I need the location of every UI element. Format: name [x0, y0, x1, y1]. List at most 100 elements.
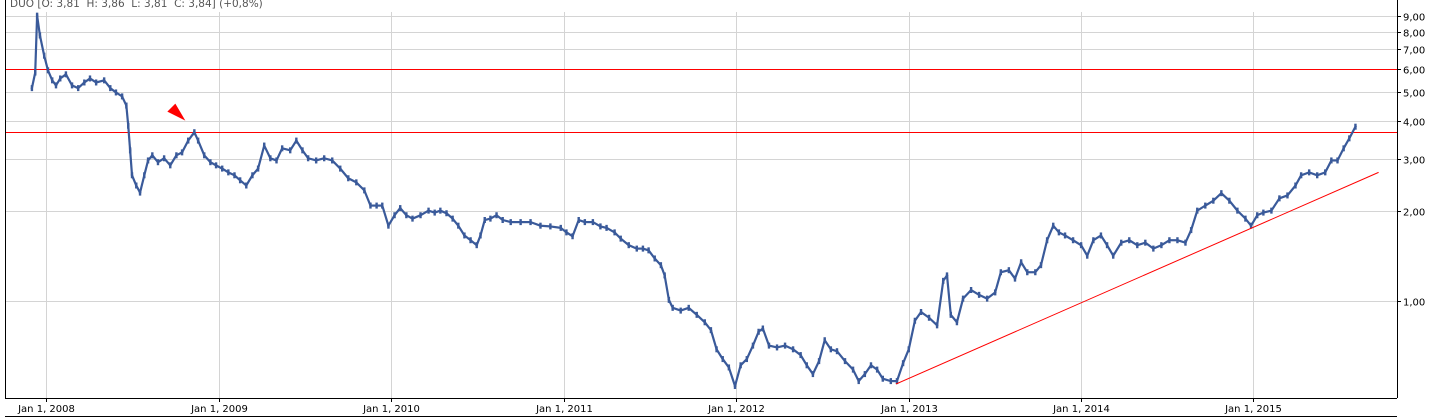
price-segment	[767, 344, 779, 349]
price-segment	[314, 156, 326, 162]
price-point	[599, 223, 602, 230]
price-point	[679, 307, 682, 314]
price-point	[721, 356, 724, 363]
price-segment	[843, 359, 855, 372]
price-segment	[1285, 183, 1298, 197]
price-point	[363, 187, 366, 194]
price-point	[1052, 222, 1055, 229]
y-tick-label: 4,00	[1403, 118, 1425, 129]
price-point	[475, 242, 478, 249]
price-point	[393, 212, 396, 219]
price-point	[1189, 227, 1193, 234]
x-tick-label: Jan 1, 2009	[190, 404, 248, 415]
price-point	[641, 245, 645, 252]
price-segment	[835, 349, 847, 363]
price-point	[1196, 207, 1199, 214]
price-point	[823, 337, 826, 344]
price-point	[745, 356, 749, 363]
price-point	[501, 217, 504, 224]
ohlc-readout: DUO [O: 3,81 H: 3,86 L: 3,81 C: 3,84] (+…	[10, 0, 263, 10]
price-point	[1105, 242, 1109, 249]
price-segment	[1091, 233, 1103, 242]
price-point	[46, 67, 50, 74]
x-tick-label: Jan 1, 2010	[362, 404, 420, 415]
price-point	[1212, 197, 1215, 204]
price-point	[387, 222, 390, 229]
price-point	[949, 311, 952, 318]
price-point	[339, 165, 342, 172]
price-point	[703, 319, 706, 326]
price-point	[245, 182, 248, 189]
price-segment	[419, 209, 431, 217]
price-point	[1286, 192, 1289, 199]
price-series	[30, 12, 1357, 389]
annotations	[167, 103, 1379, 385]
price-point	[251, 172, 254, 179]
price-segment	[1195, 204, 1207, 213]
price-point	[135, 182, 138, 189]
price-segment	[539, 224, 552, 228]
price-segment	[1127, 238, 1139, 247]
price-segment	[881, 377, 893, 383]
price-point	[945, 272, 949, 279]
grid	[5, 12, 1397, 398]
price-point	[180, 149, 184, 156]
price-point	[479, 232, 482, 239]
price-point	[1307, 169, 1311, 176]
price-segment	[256, 144, 266, 170]
price-segment	[1203, 199, 1215, 208]
price-point	[857, 378, 860, 385]
price-segment	[1278, 194, 1289, 200]
x-tick-label: Jan 1, 2015	[1224, 404, 1282, 415]
price-segment	[627, 243, 639, 251]
price-point	[399, 205, 402, 212]
price-point	[495, 212, 498, 219]
price-point	[369, 202, 372, 209]
price-point	[591, 219, 595, 226]
price-point	[761, 325, 765, 332]
price-point	[977, 291, 981, 298]
price-point	[196, 137, 200, 144]
price-point	[709, 327, 713, 334]
price-point	[577, 217, 580, 224]
price-point	[463, 232, 466, 239]
price-point	[1316, 172, 1319, 179]
price-point	[331, 157, 334, 164]
price-point	[306, 155, 310, 162]
price-segment	[969, 288, 981, 297]
price-segment	[977, 293, 989, 301]
price-segment	[330, 158, 342, 171]
price-point	[439, 207, 442, 214]
price-segment	[306, 156, 318, 162]
price-segment	[783, 344, 795, 351]
price-point	[647, 247, 650, 254]
price-point	[851, 366, 855, 373]
price-point	[659, 262, 663, 269]
price-segment	[125, 104, 130, 127]
price-point	[875, 366, 879, 373]
price-point	[985, 295, 989, 302]
price-segment	[501, 218, 513, 224]
price-point	[895, 378, 899, 385]
price-point	[1007, 267, 1011, 274]
price-point	[1324, 169, 1327, 176]
price-segment	[671, 306, 683, 312]
price-point	[519, 219, 522, 226]
price-point	[935, 322, 939, 329]
price-point	[775, 344, 779, 351]
price-point	[88, 75, 92, 82]
price-point	[375, 202, 378, 209]
price-point	[419, 212, 422, 219]
price-point	[38, 32, 42, 39]
price-point	[671, 304, 674, 311]
price-point	[1204, 202, 1207, 209]
price-point	[30, 85, 34, 92]
price-segment	[1176, 238, 1187, 245]
y-tick-label: 5,00	[1403, 89, 1425, 100]
price-segment	[999, 268, 1011, 274]
price-point	[805, 362, 808, 369]
price-point	[1278, 195, 1281, 202]
horizontal-lines	[5, 69, 1397, 133]
price-point	[269, 155, 272, 162]
